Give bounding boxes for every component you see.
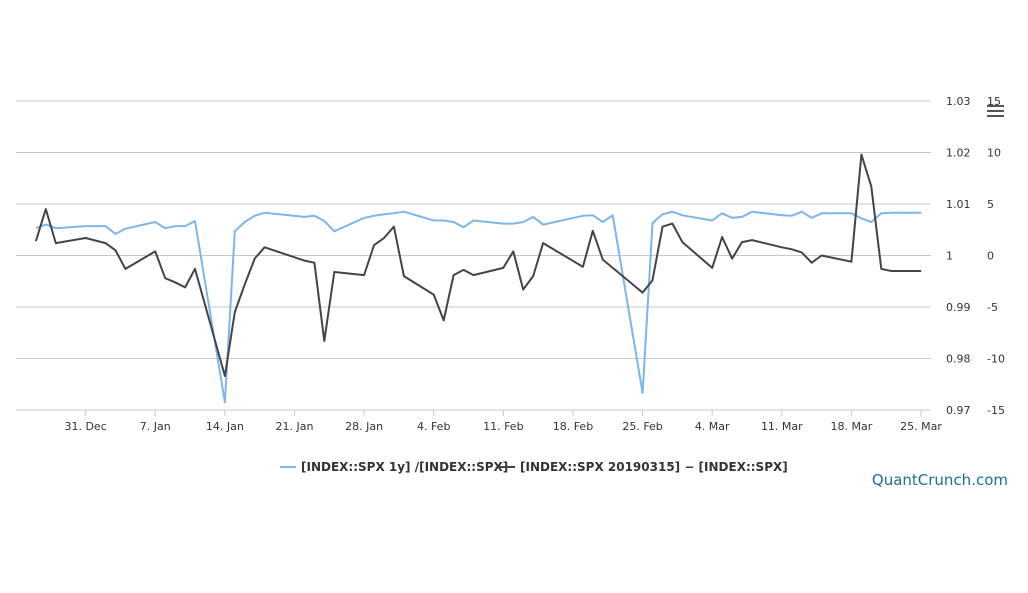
x-axis-tick-label: 25. Mar	[900, 420, 942, 433]
x-axis-tick-label: 21. Jan	[276, 420, 314, 433]
x-axis-tick-label: 4. Feb	[417, 420, 450, 433]
watermark-link[interactable]: QuantCrunch.com	[871, 471, 1008, 489]
legend-label-series-1: [INDEX::SPX 1y] /[INDEX::SPX]	[301, 460, 508, 474]
right-axis-tick-label: -10	[987, 353, 1005, 366]
left-axis-tick-label: 0.98	[946, 353, 971, 366]
legend-label-series-2: [INDEX::SPX 20190315] − [INDEX::SPX]	[520, 460, 788, 474]
right-axis-tick-label: 5	[987, 198, 994, 211]
right-axis-tick-label: -15	[987, 404, 1005, 417]
x-axis-tick-label: 28. Jan	[345, 420, 383, 433]
x-axis-tick-label: 14. Jan	[206, 420, 244, 433]
series-line-1[interactable]	[35, 210, 922, 404]
left-axis: 1.03 1.02 1.01 1 0.99 0.98 0.97	[946, 95, 971, 417]
legend[interactable]: [INDEX::SPX 1y] /[INDEX::SPX] [INDEX::SP…	[280, 460, 788, 474]
left-axis-tick-label: 1.01	[946, 198, 971, 211]
legend-item-series-1[interactable]: [INDEX::SPX 1y] /[INDEX::SPX]	[280, 460, 508, 474]
x-axis-tick-label: 18. Mar	[831, 420, 873, 433]
right-axis-tick-label: 10	[987, 147, 1001, 160]
x-axis-tick-label: 7. Jan	[140, 420, 171, 433]
x-axis-tick-label: 11. Mar	[761, 420, 803, 433]
left-axis-tick-label: 1.02	[946, 147, 971, 160]
x-axis-tick-label: 4. Mar	[695, 420, 730, 433]
right-axis-tick-label: 15	[987, 95, 1001, 108]
x-axis-tick-label: 31. Dec	[64, 420, 106, 433]
x-axis-tick-label: 18. Feb	[553, 420, 593, 433]
right-axis: 15 10 5 0 -5 -10 -15	[987, 95, 1005, 417]
legend-item-series-2[interactable]: [INDEX::SPX 20190315] − [INDEX::SPX]	[499, 460, 788, 474]
right-axis-tick-label: -5	[987, 301, 998, 314]
series-line-2[interactable]	[34, 153, 922, 377]
series-layer	[34, 153, 922, 404]
left-axis-tick-label: 1.03	[946, 95, 971, 108]
hamburger-menu-icon[interactable]	[987, 105, 1004, 119]
x-axis-tick-label: 25. Feb	[622, 420, 662, 433]
left-axis-tick-label: 1	[946, 250, 953, 263]
gridlines	[16, 100, 931, 411]
left-axis-tick-label: 0.97	[946, 404, 971, 417]
right-axis-tick-label: 0	[987, 250, 994, 263]
x-axis-tick-label: 11. Feb	[483, 420, 523, 433]
left-axis-tick-label: 0.99	[946, 301, 971, 314]
x-axis: 31. Dec 7. Jan 14. Jan 21. Jan 28. Jan 4. Feb…	[64, 410, 942, 433]
